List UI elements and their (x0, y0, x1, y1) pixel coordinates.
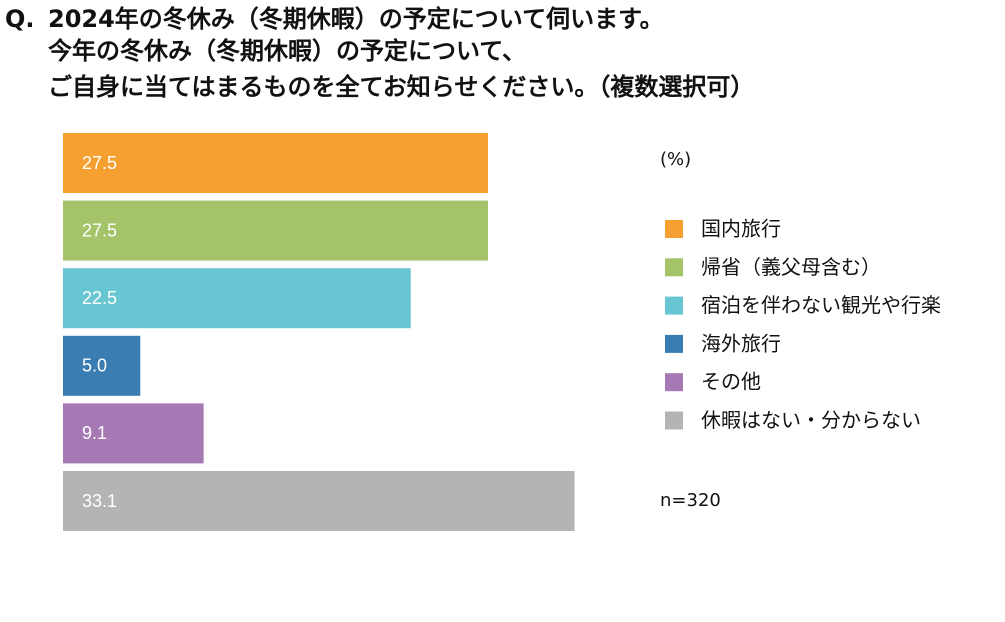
chart-title: 2024年の冬休み（冬期休暇）の予定について伺います。 (48, 5, 664, 33)
legend-label: その他 (701, 370, 761, 394)
chart-title: ご自身に当てはまるものを全てお知らせください。（複数選択可） (48, 73, 754, 101)
legend-label: 休暇はない・分からない (701, 408, 921, 432)
question-label: Q. (5, 5, 35, 33)
chart-title: 今年の冬休み（冬期休暇）の予定について、 (48, 37, 526, 65)
value-label: 5.0 (82, 356, 107, 376)
legend-swatch (665, 296, 683, 315)
bar (63, 133, 488, 193)
legend-swatch (665, 334, 683, 353)
legend-swatch (665, 258, 683, 277)
bar (63, 471, 575, 531)
legend-label: 国内旅行 (701, 217, 781, 241)
bar (63, 403, 204, 464)
value-label: 33.1 (82, 491, 117, 511)
value-label: 9.1 (82, 423, 107, 443)
legend-swatch (665, 220, 683, 238)
note: n=320 (660, 490, 721, 511)
legend-label: 宿泊を伴わない観光や行楽 (701, 293, 941, 317)
bar (63, 200, 488, 261)
bar (63, 335, 141, 396)
legend-label: 帰省（義父母含む） (701, 255, 881, 279)
value-label: 27.5 (82, 153, 117, 173)
unit-label: (%) (660, 149, 691, 170)
legend-swatch (665, 411, 683, 430)
bar (63, 268, 411, 329)
value-label: 22.5 (82, 288, 117, 308)
legend-swatch (665, 373, 683, 392)
legend-label: 海外旅行 (701, 331, 781, 355)
value-label: 27.5 (82, 220, 117, 240)
